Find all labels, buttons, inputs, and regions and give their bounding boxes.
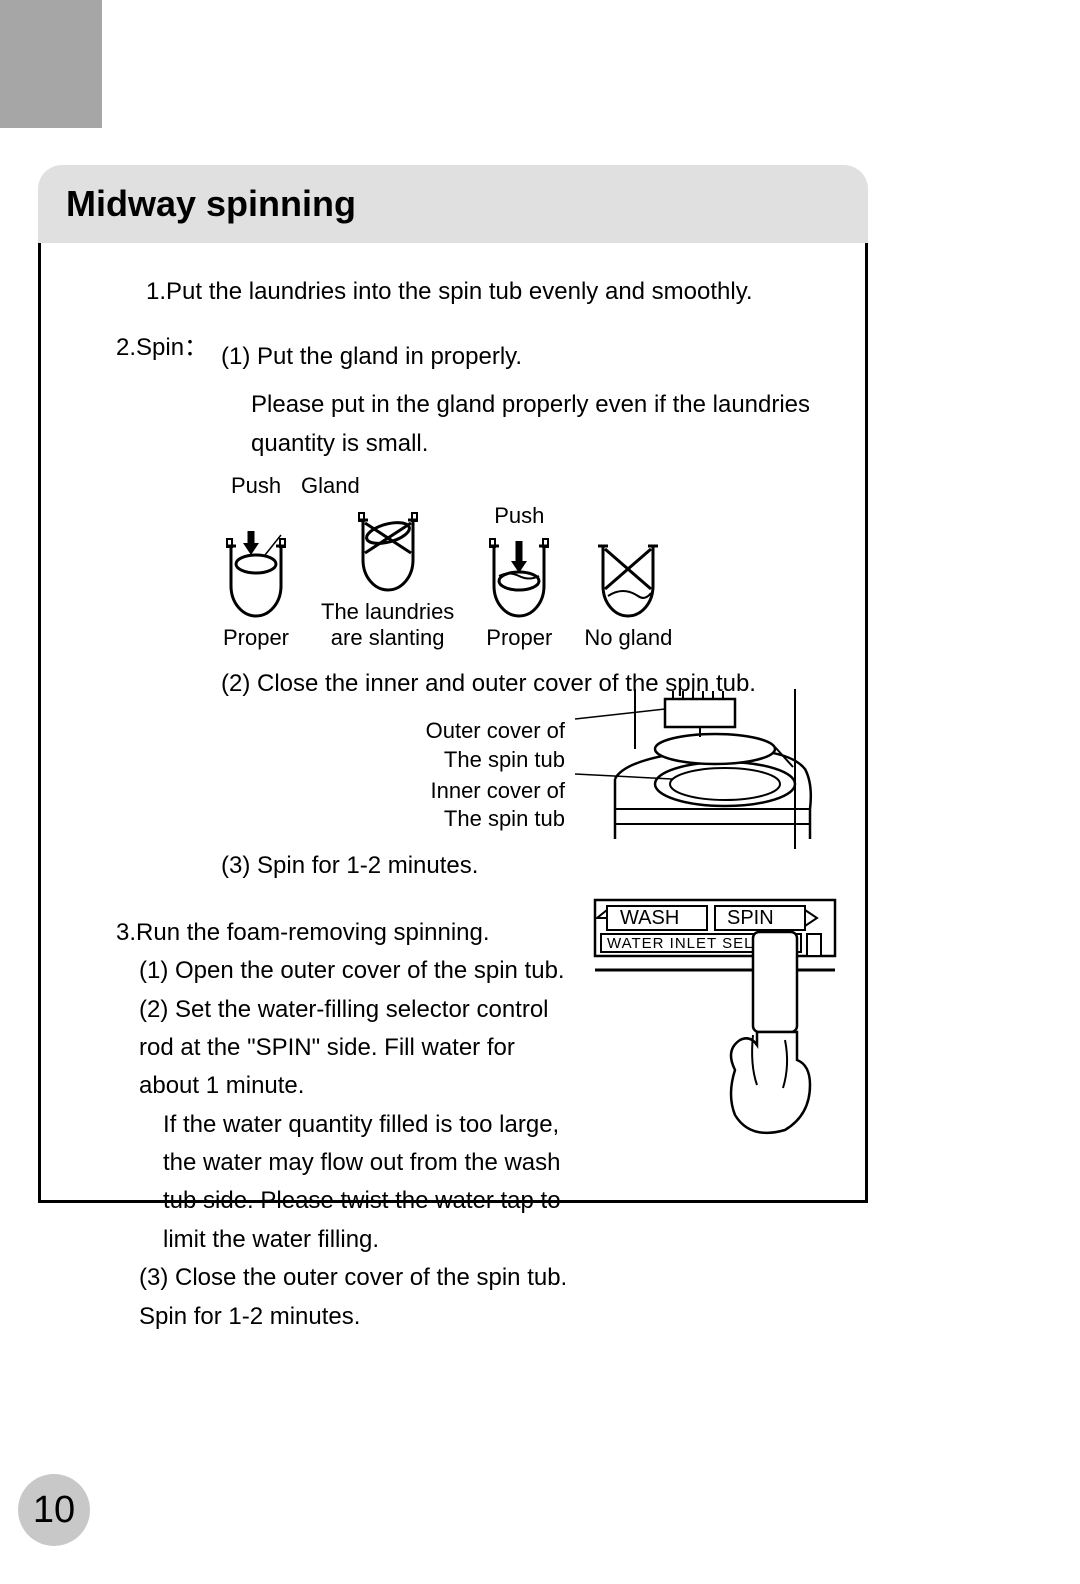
tub-proper2-icon xyxy=(484,531,554,621)
step-2-label: 2.Spin： xyxy=(116,329,208,367)
fig-proper-2: Push Proper xyxy=(484,503,554,651)
spin-text: SPIN xyxy=(727,907,774,929)
cover-diagram-block: Outer cover of The spin tub Inner cover … xyxy=(61,709,845,839)
page-number: 10 xyxy=(18,1474,90,1546)
push-label-1: Push xyxy=(231,473,291,499)
fig-slanting: The laundries are slanting xyxy=(321,505,454,651)
fig-caption-proper-2: Proper xyxy=(484,625,554,651)
step-2-1-note: Please put in the gland properly even if… xyxy=(251,386,845,463)
corner-tab xyxy=(0,0,102,128)
inner-cover-label: Inner cover of The spin tub xyxy=(426,777,565,834)
tub-nogland-icon xyxy=(593,531,663,621)
step-2-1: (1) Put the gland in properly. xyxy=(221,338,845,376)
wash-text: WASH xyxy=(620,907,679,929)
section-header: Midway spinning xyxy=(38,165,868,243)
step-3-1: (1) Open the outer cover of the spin tub… xyxy=(139,952,579,990)
gland-label: Gland xyxy=(301,473,360,499)
content-frame: 1.Put the laundries into the spin tub ev… xyxy=(38,243,868,1203)
step-3-3: (3) Close the outer cover of the spin tu… xyxy=(139,1259,579,1336)
cover-labels: Outer cover of The spin tub Inner cover … xyxy=(426,717,565,833)
fig-proper-1: Proper xyxy=(221,531,291,651)
inlet-text: WATER INLET SELE xyxy=(607,935,764,952)
fig-caption-slanting: The laundries are slanting xyxy=(321,599,454,651)
fig-caption-proper-1: Proper xyxy=(221,625,291,651)
fig-caption-nogland: No gland xyxy=(584,625,672,651)
step-3-2-note: If the water quantity filled is too larg… xyxy=(163,1106,579,1260)
cover-diagram-icon xyxy=(575,689,835,849)
push-label-2: Push xyxy=(484,503,554,529)
tub-figure-row: Proper The laundries are slanting Push xyxy=(221,503,845,651)
step-1-text: 1.Put the laundries into the spin tub ev… xyxy=(146,273,845,311)
tub-slanting-icon xyxy=(353,505,423,595)
step-3-2: (2) Set the water-filling selector contr… xyxy=(139,991,579,1106)
page-title: Midway spinning xyxy=(66,183,356,225)
tub-proper-icon xyxy=(221,531,291,621)
selector-diagram-icon: WASH SPIN WATER INLET SELE xyxy=(585,890,845,1150)
outer-cover-label: Outer cover of The spin tub xyxy=(426,717,565,774)
fig-no-gland: No gland xyxy=(584,531,672,651)
page-number-text: 10 xyxy=(33,1489,75,1532)
step-2-3: (3) Spin for 1-2 minutes. xyxy=(221,847,845,885)
